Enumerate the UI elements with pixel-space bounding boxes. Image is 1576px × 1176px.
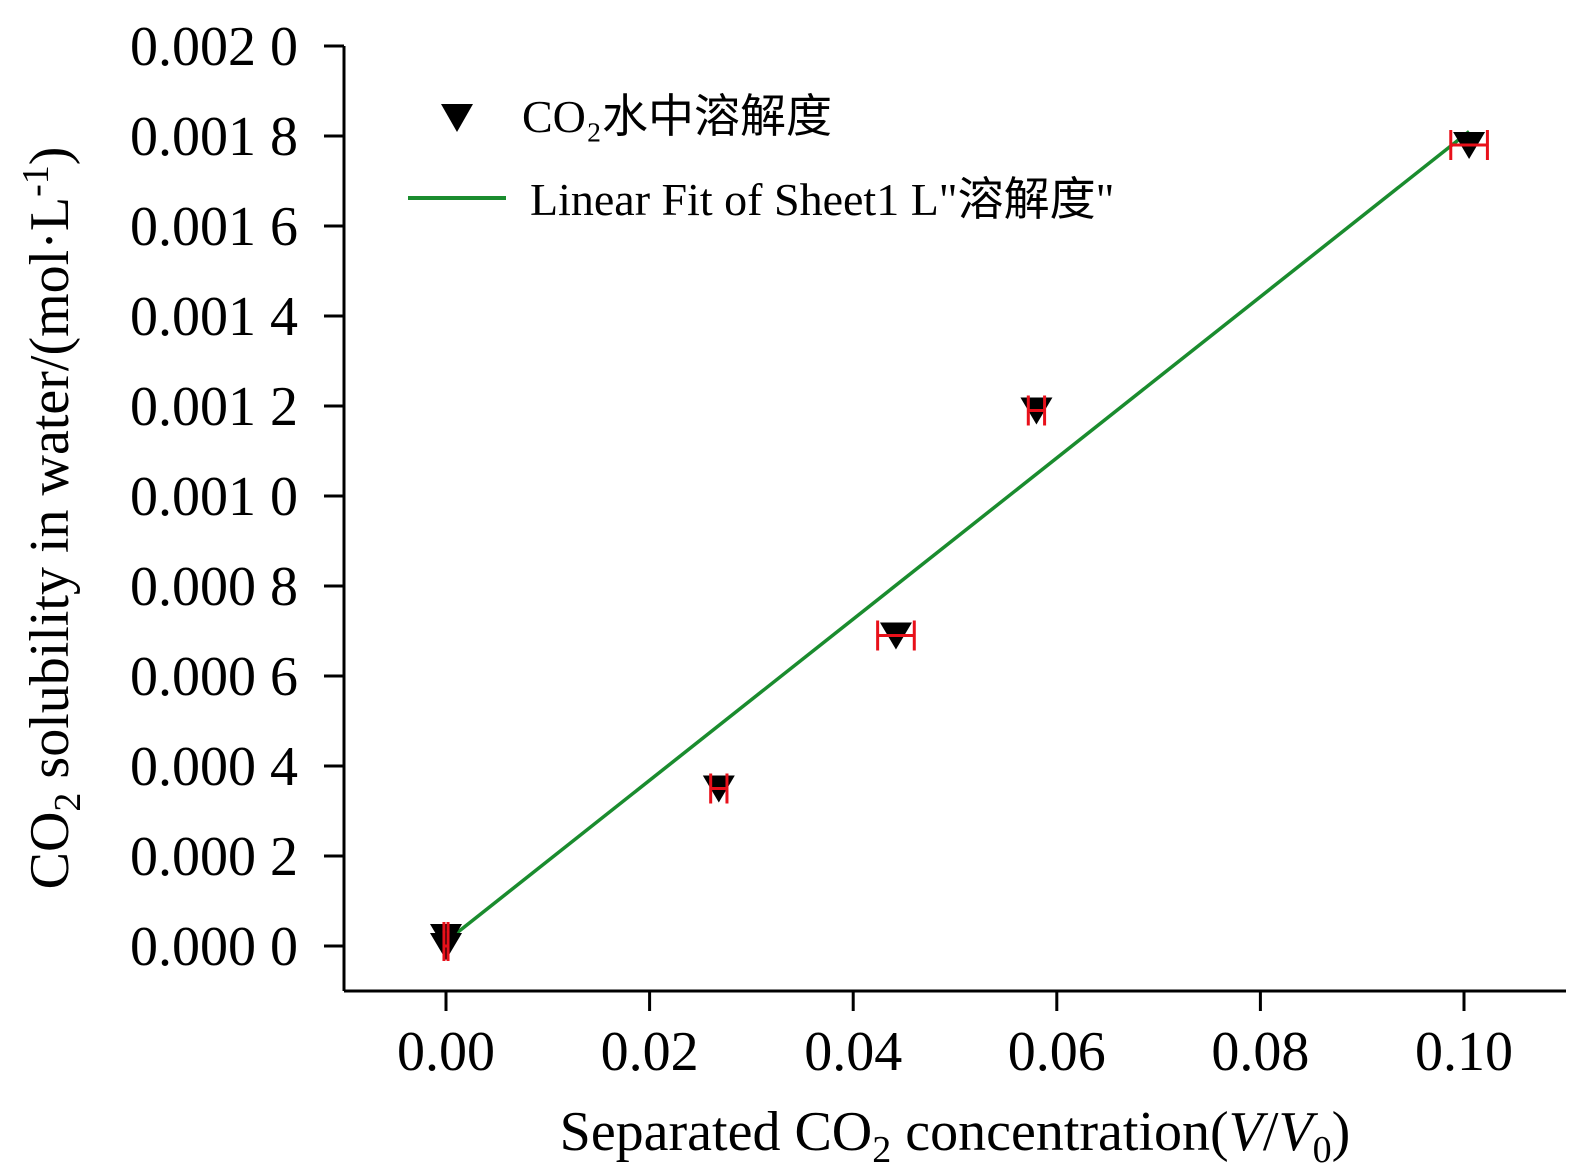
legend-series-label: CO₂水中溶解度 <box>522 91 832 142</box>
y-tick-label: 0.001 0 <box>130 466 298 528</box>
x-tick-label: 0.00 <box>397 1021 495 1083</box>
x-title-italic1: V <box>1229 1101 1269 1163</box>
x-tick-label: 0.10 <box>1415 1021 1513 1083</box>
x-ticks: 0.00 0.02 0.04 0.06 0.08 0.10 <box>397 991 1513 1083</box>
y-tick-label: 0.000 4 <box>130 736 298 798</box>
x-title-prefix: Separated CO <box>560 1101 873 1163</box>
y-title-prefix: CO <box>19 812 81 890</box>
y-title-sup: -1 <box>15 165 57 197</box>
x-title-slash: / <box>1263 1101 1279 1163</box>
y-tick-label: 0.001 2 <box>130 376 298 438</box>
points-layer <box>430 130 1489 961</box>
y-axis-title: CO2 solubility in water/(mol·L-1) <box>15 147 89 890</box>
y-tick-label: 0.000 0 <box>130 916 298 978</box>
y-title-sub: 2 <box>47 793 89 812</box>
x-tick-label: 0.04 <box>804 1021 902 1083</box>
x-title-middle: concentration( <box>891 1101 1228 1163</box>
fit-line <box>444 130 1471 943</box>
x-tick-label: 0.08 <box>1211 1021 1309 1083</box>
x-tick-label: 0.06 <box>1008 1021 1106 1083</box>
legend: CO₂水中溶解度 Linear Fit of Sheet1 L"溶解度" <box>408 91 1114 225</box>
x-axis-title: Separated CO2 concentration(V/V0) <box>560 1101 1351 1171</box>
y-ticks: 0.000 0 0.000 2 0.000 4 0.000 6 0.000 8 0.001… <box>130 16 344 978</box>
y-tick-label: 0.000 6 <box>130 646 298 708</box>
y-tick-label: 0.000 2 <box>130 826 298 888</box>
x-title-sub: 2 <box>872 1129 891 1171</box>
x-title-suffix: ) <box>1332 1101 1351 1163</box>
legend-fit-label: Linear Fit of Sheet1 L"溶解度" <box>530 174 1114 225</box>
y-tick-label: 0.001 6 <box>130 196 298 258</box>
y-title-suffix: ) <box>19 147 81 166</box>
y-title-middle: solubility in water/(mol·L <box>19 197 81 793</box>
legend-marker-triangle <box>441 104 473 132</box>
axes <box>342 46 1566 993</box>
x-title-italic2: V <box>1278 1101 1318 1163</box>
x-tick-label: 0.02 <box>601 1021 699 1083</box>
y-tick-label: 0.002 0 <box>130 16 298 78</box>
fit-layer <box>444 130 1471 943</box>
x-title-sub2: 0 <box>1313 1129 1332 1171</box>
y-tick-label: 0.001 4 <box>130 286 298 348</box>
y-tick-label: 0.001 8 <box>130 106 298 168</box>
y-tick-label: 0.000 8 <box>130 556 298 618</box>
